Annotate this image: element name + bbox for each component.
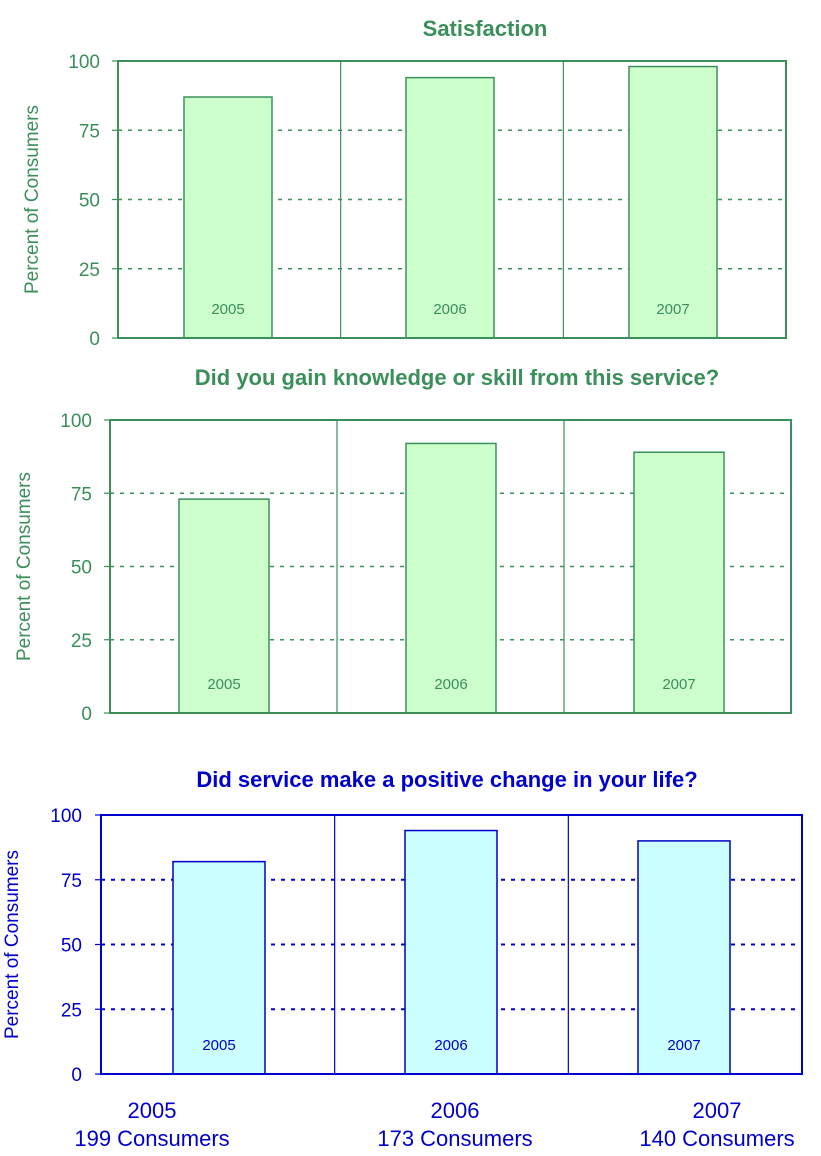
footer-consumer-count: 199 Consumers	[74, 1126, 229, 1151]
y-tick-label: 100	[68, 52, 100, 73]
chart-3: Did service make a positive change in yo…	[2, 767, 803, 1086]
y-tick-label: 25	[79, 260, 100, 281]
bar-label: 2006	[434, 1037, 467, 1054]
y-tick-label: 50	[79, 191, 100, 212]
y-tick-label: 75	[61, 871, 82, 892]
bar-label: 2006	[434, 676, 467, 693]
footer-year: 2005	[128, 1098, 177, 1123]
bar-2007	[633, 451, 725, 714]
y-axis-label: Percent of Consumers	[2, 850, 23, 1039]
footer-year: 2006	[431, 1098, 480, 1123]
y-tick-label: 100	[50, 806, 82, 827]
y-tick-label: 75	[79, 121, 100, 142]
y-tick-label: 25	[61, 1000, 82, 1021]
bar-2007	[628, 65, 718, 339]
y-axis-label: Percent of Consumers	[14, 472, 35, 661]
footer-year: 2007	[693, 1098, 742, 1123]
bar-2006	[404, 829, 498, 1075]
y-axis-label: Percent of Consumers	[22, 105, 43, 294]
bar-2005	[172, 860, 266, 1075]
y-tick-label: 25	[71, 631, 92, 652]
y-tick-label: 0	[81, 704, 92, 725]
bar-label: 2007	[656, 301, 689, 318]
y-tick-label: 100	[60, 411, 92, 432]
chart-2: Did you gain knowledge or skill from thi…	[14, 365, 792, 725]
y-tick-label: 0	[71, 1065, 82, 1086]
footer-consumer-count: 173 Consumers	[377, 1126, 532, 1151]
y-tick-label: 0	[89, 329, 100, 350]
bar-2005	[178, 498, 270, 714]
plot-frame	[117, 60, 787, 339]
plot-frame	[100, 814, 803, 1075]
bar-label: 2005	[207, 676, 240, 693]
bar-label: 2007	[667, 1037, 700, 1054]
y-tick-label: 75	[71, 484, 92, 505]
chart-1: Satisfaction Percent of Consumers 0 25 50 75 1…	[22, 16, 787, 350]
footer-consumer-count: 140 Consumers	[639, 1126, 794, 1151]
bar-label: 2005	[202, 1037, 235, 1054]
plot-frame	[109, 419, 792, 714]
bar-label: 2007	[662, 676, 695, 693]
chart-title: Did you gain knowledge or skill from thi…	[195, 365, 719, 390]
y-tick-label: 50	[61, 936, 82, 957]
chart-title: Did service make a positive change in yo…	[196, 767, 697, 792]
bar-2006	[405, 442, 497, 714]
bar-2007	[637, 840, 731, 1075]
y-tick-label: 50	[71, 558, 92, 579]
bar-label: 2005	[211, 301, 244, 318]
chart-title: Satisfaction	[423, 16, 548, 41]
bar-2006	[405, 76, 495, 339]
footer: 2005 199 Consumers 2006 173 Consumers 2007 14…	[74, 1098, 794, 1151]
bar-label: 2006	[433, 301, 466, 318]
